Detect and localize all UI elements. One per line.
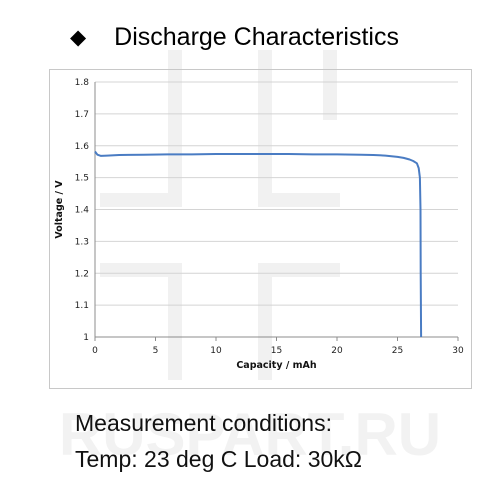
- y-tick-label: 1.7: [75, 110, 89, 120]
- x-tick-label: 30: [452, 346, 464, 356]
- x-tick-label: 20: [331, 346, 343, 356]
- y-tick-label: 1.1: [75, 301, 89, 311]
- discharge-curve-line: [94, 150, 423, 338]
- y-tick-label: 1.5: [75, 174, 89, 184]
- x-tick-label: 5: [153, 346, 159, 356]
- watermark-text: RUSPART.RU: [59, 401, 441, 468]
- y-tick-label: 1.4: [75, 206, 90, 216]
- chart-frame: 1 1.1 1.2 1.3 1.4 1.5 1.6 1.7 1.8 0 5 10 15 20 25 30 Cap…: [49, 69, 472, 389]
- x-tick-label: 15: [271, 346, 282, 356]
- y-tick-label: 1.3: [75, 237, 89, 247]
- x-tick-label: 0: [92, 346, 98, 356]
- y-tick-label: 1: [83, 333, 89, 343]
- x-tick-label: 25: [392, 346, 403, 356]
- y-axis-title: Voltage / V: [54, 180, 65, 239]
- chart-heading: ◆ Discharge Characteristics: [70, 20, 399, 54]
- measurement-conditions-values: Temp: 23 deg C Load: 30kΩ: [75, 446, 362, 472]
- y-tick-label: 1.2: [75, 269, 89, 279]
- page-title: Discharge Characteristics: [114, 22, 399, 51]
- y-tick-label: 1.6: [75, 142, 90, 152]
- y-tick-label: 1.8: [75, 78, 90, 88]
- x-axis-title: Capacity / mAh: [236, 360, 317, 371]
- measurement-conditions-heading: Measurement conditions:: [75, 410, 332, 436]
- x-tick-label: 10: [210, 346, 222, 356]
- diamond-bullet-icon: ◆: [70, 25, 87, 49]
- discharge-chart: 1 1.1 1.2 1.3 1.4 1.5 1.6 1.7 1.8 0 5 10 15 20 25 30 Cap…: [54, 78, 464, 371]
